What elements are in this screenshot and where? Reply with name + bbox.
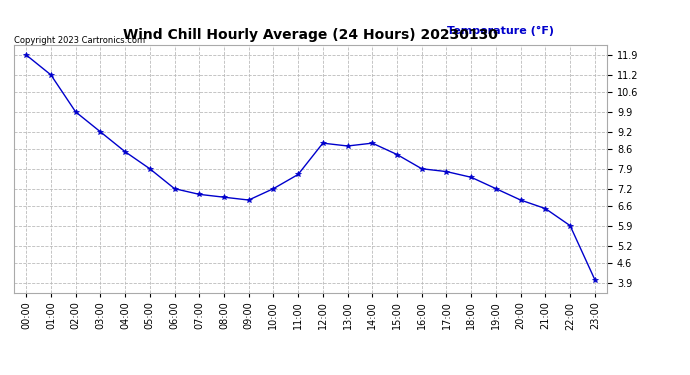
Title: Wind Chill Hourly Average (24 Hours) 20230130: Wind Chill Hourly Average (24 Hours) 202… [123,28,498,42]
Text: Temperature (°F): Temperature (°F) [447,26,555,36]
Text: Copyright 2023 Cartronics.com: Copyright 2023 Cartronics.com [14,36,145,45]
